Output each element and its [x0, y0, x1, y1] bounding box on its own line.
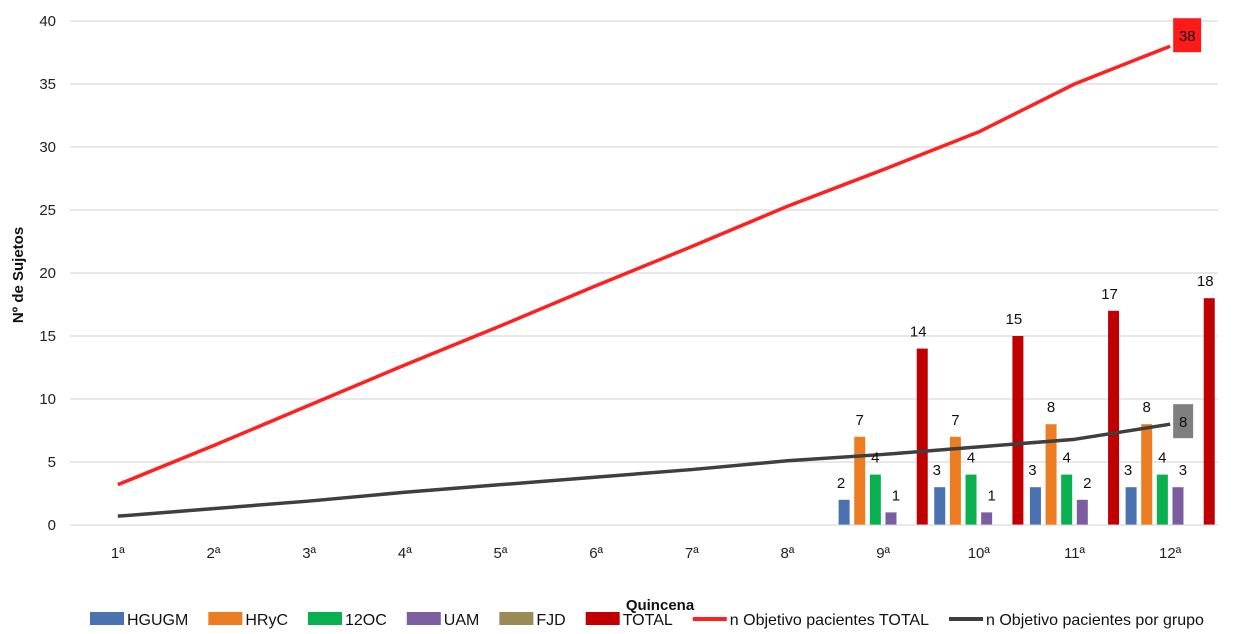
x-tick-label-5: 5ª: [494, 545, 508, 562]
data-label-hryc-10: 7: [951, 412, 959, 429]
end-label-bg-n-objetivo-pacientes-por-grupo: [1173, 404, 1194, 439]
data-label-12oc-9: 4: [871, 450, 879, 467]
data-label-hryc-9: 7: [856, 412, 864, 429]
legend-label-12oc: 12OC: [345, 612, 387, 629]
data-label-total-10: 15: [1006, 311, 1023, 328]
lines-layer: [117, 44, 1171, 518]
bar-total-12: [1203, 298, 1215, 525]
bar-12oc-10: [965, 474, 977, 525]
x-tick-label-3: 3ª: [302, 545, 316, 562]
bar-uam-10: [981, 512, 993, 525]
data-label-hryc-12: 8: [1143, 399, 1151, 416]
y-axis-title: Nº de Sujetos: [10, 227, 27, 323]
y-tick-label-35: 35: [39, 76, 56, 93]
bar-hryc-12: [1141, 424, 1153, 525]
data-label-hgugm-12: 3: [1124, 462, 1132, 479]
y-tick-label-25: 25: [39, 202, 56, 219]
data-label-uam-11: 2: [1083, 475, 1091, 492]
legend-item-n-objetivo-pacientes-por-grupo: n Objetivo pacientes por grupo: [949, 612, 1204, 629]
legend-swatch-total: [585, 612, 620, 625]
data-label-uam-9: 1: [892, 487, 900, 504]
x-tick-label-8: 8ª: [781, 545, 795, 562]
data-label-uam-12: 3: [1179, 462, 1187, 479]
bar-hryc-10: [949, 436, 961, 525]
bar-uam-11: [1076, 499, 1088, 525]
legend-swatch-12oc: [308, 612, 342, 625]
end-label-bg-n-objetivo-pacientes-total: [1173, 18, 1202, 53]
data-label-hryc-11: 8: [1047, 399, 1055, 416]
line-n-objetivo-pacientes-total: [117, 44, 1171, 487]
legend-swatch-hgugm: [90, 612, 124, 625]
bar-hgugm-10: [934, 487, 946, 525]
bar-uam-12: [1172, 487, 1184, 525]
y-tick-label-10: 10: [39, 391, 56, 408]
legend-item-12oc: 12OC: [308, 612, 387, 629]
y-tick-label-20: 20: [39, 265, 56, 282]
bar-uam-9: [885, 512, 897, 525]
x-tick-label-6: 6ª: [589, 545, 603, 562]
legend-label-hryc: HRyC: [245, 612, 288, 629]
bar-hgugm-9: [838, 499, 850, 525]
x-axis-title: Quincena: [626, 597, 695, 614]
bar-total-10: [1012, 336, 1024, 525]
data-label-hgugm-11: 3: [1028, 462, 1036, 479]
legend-label-n-objetivo-pacientes-total: n Objetivo pacientes TOTAL: [730, 612, 929, 629]
line-n-objetivo-pacientes-por-grupo: [117, 422, 1171, 518]
legend-item-fjd: FJD: [499, 612, 566, 629]
legend-swatch-fjd: [499, 612, 534, 625]
legend-label-fjd: FJD: [536, 612, 565, 629]
data-label-total-12: 18: [1197, 273, 1214, 290]
bar-total-11: [1108, 310, 1120, 525]
axes-layer: 0 5 10 15 20 25 30 35 40 1ª 2ª 3ª 4ª 5ª 6ª 7ª 8ª 9ª 10ª 11ª…: [39, 13, 1218, 562]
bar-total-9: [916, 348, 928, 525]
legend-label-uam: UAM: [444, 612, 480, 629]
bar-hryc-9: [854, 436, 866, 525]
data-label-uam-10: 1: [987, 487, 995, 504]
y-tick-label-0: 0: [48, 517, 56, 534]
data-label-total-11: 17: [1101, 286, 1118, 303]
legend-swatch-uam: [406, 612, 441, 625]
data-label-total-9: 14: [910, 324, 927, 341]
legend-item-n-objetivo-pacientes-total: n Objetivo pacientes TOTAL: [692, 612, 929, 629]
labels-layer: 2 3 3 3 7 7 8 8 4 4 4 4 1 1 2 3 14 15 17 18 38 8: [837, 18, 1214, 504]
legend-item-hryc: HRyC: [208, 612, 288, 629]
grid-layer: [70, 20, 1218, 526]
x-tick-label-11: 11ª: [1064, 545, 1086, 562]
bar-hgugm-12: [1125, 487, 1137, 525]
x-tick-label-7: 7ª: [685, 545, 699, 562]
legend-label-total: TOTAL: [623, 612, 673, 629]
x-tick-label-12: 12ª: [1159, 545, 1182, 562]
data-label-hgugm-10: 3: [933, 462, 941, 479]
end-label-n-objetivo-pacientes-por-grupo: 8: [1179, 414, 1187, 431]
x-tick-label-1: 1ª: [111, 545, 125, 562]
x-tick-label-9: 9ª: [876, 545, 890, 562]
data-label-12oc-12: 4: [1158, 450, 1166, 467]
y-tick-label-30: 30: [39, 139, 56, 156]
legend-label-n-objetivo-pacientes-por-grupo: n Objetivo pacientes por grupo: [986, 612, 1204, 629]
x-tick-label-10: 10ª: [968, 545, 991, 562]
bar-12oc-12: [1156, 474, 1168, 525]
bar-hryc-11: [1045, 424, 1057, 525]
legend: HGUGM HRyC 12OC UAM FJD TOTAL n Objetivo pacie…: [90, 612, 1204, 629]
bar-12oc-9: [869, 474, 881, 525]
x-tick-label-4: 4ª: [398, 545, 412, 562]
legend-swatch-hryc: [208, 612, 243, 625]
bars-layer: [838, 298, 1215, 525]
data-label-12oc-10: 4: [967, 450, 975, 467]
legend-label-hgugm: HGUGM: [127, 612, 188, 629]
end-label-n-objetivo-pacientes-total: 38: [1179, 28, 1196, 45]
y-tick-label-40: 40: [39, 13, 56, 30]
y-tick-label-15: 15: [39, 328, 56, 345]
bar-12oc-11: [1061, 474, 1073, 525]
legend-item-hgugm: HGUGM: [90, 612, 188, 629]
bar-hgugm-11: [1029, 487, 1041, 525]
legend-item-total: TOTAL: [585, 612, 673, 629]
y-tick-label-5: 5: [48, 454, 56, 471]
data-label-12oc-11: 4: [1063, 450, 1071, 467]
data-label-hgugm-9: 2: [837, 475, 845, 492]
x-tick-label-2: 2ª: [207, 545, 221, 562]
legend-item-uam: UAM: [406, 612, 480, 629]
